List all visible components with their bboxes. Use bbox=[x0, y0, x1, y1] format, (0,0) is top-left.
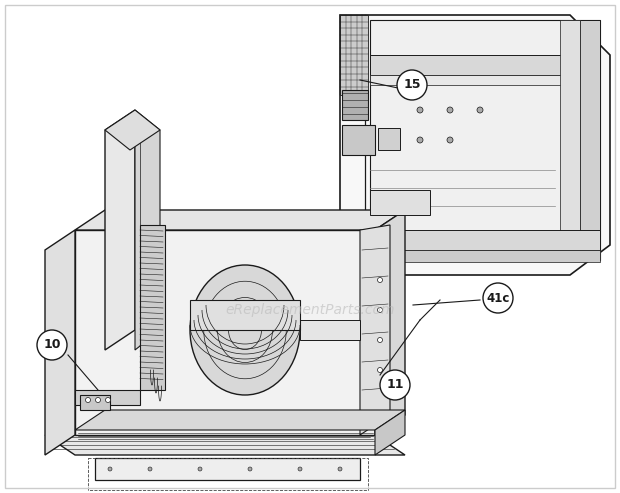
Text: 15: 15 bbox=[403, 78, 421, 92]
Polygon shape bbox=[370, 20, 600, 260]
Polygon shape bbox=[342, 125, 375, 155]
Circle shape bbox=[477, 107, 483, 113]
Circle shape bbox=[447, 107, 453, 113]
Circle shape bbox=[378, 367, 383, 373]
Circle shape bbox=[298, 467, 302, 471]
Circle shape bbox=[417, 107, 423, 113]
Circle shape bbox=[378, 278, 383, 282]
Polygon shape bbox=[95, 458, 360, 480]
Text: eReplacementParts.com: eReplacementParts.com bbox=[225, 303, 395, 317]
Polygon shape bbox=[342, 90, 368, 120]
Polygon shape bbox=[370, 75, 600, 85]
Polygon shape bbox=[75, 230, 375, 435]
Polygon shape bbox=[105, 110, 135, 350]
Circle shape bbox=[95, 397, 100, 402]
Polygon shape bbox=[370, 250, 600, 262]
Polygon shape bbox=[45, 230, 75, 455]
Circle shape bbox=[37, 330, 67, 360]
Polygon shape bbox=[375, 410, 405, 455]
Circle shape bbox=[86, 397, 91, 402]
Circle shape bbox=[417, 137, 423, 143]
Polygon shape bbox=[370, 230, 600, 250]
Polygon shape bbox=[340, 15, 610, 275]
Circle shape bbox=[248, 467, 252, 471]
Polygon shape bbox=[378, 128, 400, 150]
Polygon shape bbox=[580, 20, 600, 260]
Circle shape bbox=[378, 338, 383, 343]
Circle shape bbox=[198, 467, 202, 471]
Polygon shape bbox=[300, 320, 360, 340]
Polygon shape bbox=[80, 395, 110, 410]
Polygon shape bbox=[340, 15, 368, 95]
Circle shape bbox=[338, 467, 342, 471]
Polygon shape bbox=[360, 225, 390, 435]
Polygon shape bbox=[135, 110, 160, 350]
Ellipse shape bbox=[190, 265, 300, 395]
Polygon shape bbox=[370, 190, 430, 215]
Polygon shape bbox=[105, 110, 160, 150]
Polygon shape bbox=[75, 210, 405, 230]
Circle shape bbox=[380, 370, 410, 400]
Text: 41c: 41c bbox=[486, 291, 510, 305]
Text: 11: 11 bbox=[386, 379, 404, 391]
Circle shape bbox=[378, 308, 383, 313]
Polygon shape bbox=[190, 300, 300, 330]
Polygon shape bbox=[140, 225, 165, 390]
Polygon shape bbox=[75, 410, 405, 430]
Circle shape bbox=[397, 70, 427, 100]
Circle shape bbox=[483, 283, 513, 313]
Circle shape bbox=[447, 137, 453, 143]
Circle shape bbox=[105, 397, 110, 402]
Circle shape bbox=[148, 467, 152, 471]
Polygon shape bbox=[370, 55, 600, 75]
Polygon shape bbox=[75, 390, 140, 405]
Polygon shape bbox=[45, 435, 405, 455]
Polygon shape bbox=[375, 210, 405, 435]
Polygon shape bbox=[560, 20, 580, 260]
Text: 10: 10 bbox=[43, 339, 61, 352]
Circle shape bbox=[108, 467, 112, 471]
